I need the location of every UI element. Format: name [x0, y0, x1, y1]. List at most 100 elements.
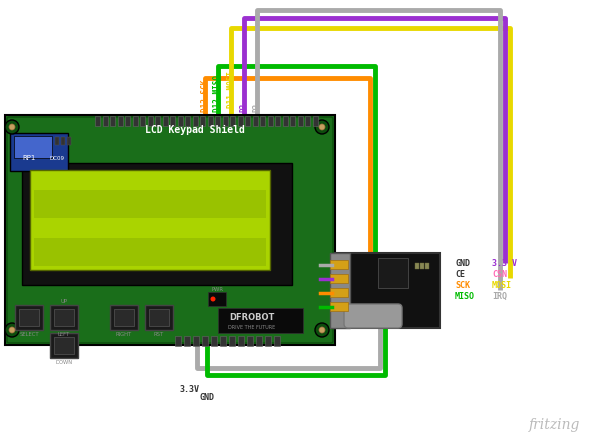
Bar — [175, 336, 181, 346]
Circle shape — [315, 120, 329, 134]
Text: CE: CE — [455, 270, 465, 278]
Bar — [114, 309, 134, 326]
Bar — [330, 260, 348, 269]
Text: 3.3 V: 3.3 V — [492, 258, 517, 267]
Bar — [229, 336, 235, 346]
Text: DOWN: DOWN — [55, 360, 73, 365]
Bar — [14, 136, 52, 158]
Bar — [268, 116, 272, 126]
Bar — [163, 116, 167, 126]
Circle shape — [315, 323, 329, 337]
Text: fritzing: fritzing — [529, 418, 580, 432]
Text: MOSI: MOSI — [492, 281, 512, 289]
Text: DC09: DC09 — [50, 156, 65, 161]
Bar — [193, 116, 197, 126]
Bar — [67, 137, 71, 145]
Text: SELECT: SELECT — [19, 332, 39, 337]
Bar — [140, 116, 145, 126]
Text: RP1: RP1 — [22, 155, 35, 161]
Bar — [34, 190, 266, 218]
Bar — [330, 274, 348, 283]
Bar — [330, 302, 348, 311]
Text: D11 MOSI: D11 MOSI — [227, 71, 235, 108]
Text: RIGHT: RIGHT — [116, 332, 132, 337]
Bar — [155, 116, 160, 126]
Bar — [193, 336, 199, 346]
Bar — [54, 337, 74, 354]
Text: D12 MISO: D12 MISO — [214, 75, 223, 112]
Text: CSN: CSN — [492, 270, 507, 278]
Bar — [313, 116, 317, 126]
Bar — [230, 116, 235, 126]
Bar — [256, 336, 262, 346]
Text: GND: GND — [455, 258, 470, 267]
Bar — [335, 253, 440, 328]
Circle shape — [9, 327, 15, 333]
Bar — [265, 336, 271, 346]
Bar — [125, 116, 130, 126]
Bar — [133, 116, 137, 126]
Bar — [118, 116, 122, 126]
Bar — [305, 116, 310, 126]
Circle shape — [5, 120, 19, 134]
Text: RST: RST — [154, 332, 164, 337]
Circle shape — [319, 124, 325, 130]
Bar — [50, 305, 78, 330]
Bar — [253, 116, 257, 126]
Bar — [34, 238, 266, 266]
Text: D13 SCK: D13 SCK — [200, 79, 209, 112]
Bar — [61, 137, 65, 145]
Bar — [298, 116, 302, 126]
Text: UP: UP — [61, 299, 67, 304]
Text: DRIVE THE FUTURE: DRIVE THE FUTURE — [229, 325, 275, 330]
Bar — [223, 116, 227, 126]
Bar — [247, 336, 253, 346]
Bar — [425, 263, 429, 269]
Bar — [202, 336, 208, 346]
Text: LCD Keypad Shield: LCD Keypad Shield — [145, 125, 245, 135]
Bar — [185, 116, 190, 126]
Circle shape — [319, 327, 325, 333]
Bar — [283, 116, 287, 126]
Text: LEFT: LEFT — [58, 332, 70, 337]
Bar — [30, 170, 270, 270]
Bar — [218, 308, 303, 333]
Bar — [15, 305, 43, 330]
Bar — [54, 309, 74, 326]
Bar — [184, 336, 190, 346]
Bar — [145, 305, 173, 330]
Bar — [178, 116, 182, 126]
Bar — [95, 116, 100, 126]
Text: IRQ: IRQ — [492, 292, 507, 301]
Bar — [19, 309, 39, 326]
Bar — [110, 305, 138, 330]
Bar — [110, 116, 115, 126]
Bar — [238, 116, 242, 126]
Bar — [5, 115, 335, 345]
Text: MISO: MISO — [455, 292, 475, 301]
Bar — [148, 116, 152, 126]
Bar — [208, 292, 226, 306]
FancyBboxPatch shape — [344, 304, 402, 328]
Bar — [50, 333, 78, 358]
Text: SCK: SCK — [455, 281, 470, 289]
Bar — [200, 116, 205, 126]
Bar — [238, 336, 244, 346]
Bar — [103, 116, 107, 126]
Bar — [420, 263, 424, 269]
Bar — [378, 258, 408, 288]
Bar — [22, 163, 292, 285]
Bar — [208, 116, 212, 126]
Circle shape — [5, 323, 19, 337]
Text: D3: D3 — [239, 103, 248, 112]
Bar — [274, 336, 280, 346]
Text: GND: GND — [199, 393, 215, 402]
Text: PWR: PWR — [211, 287, 223, 292]
Bar — [149, 309, 169, 326]
Circle shape — [211, 297, 215, 301]
Bar — [330, 253, 350, 328]
Bar — [290, 116, 295, 126]
Bar — [330, 288, 348, 297]
Text: D2: D2 — [253, 103, 262, 112]
Bar — [415, 263, 419, 269]
